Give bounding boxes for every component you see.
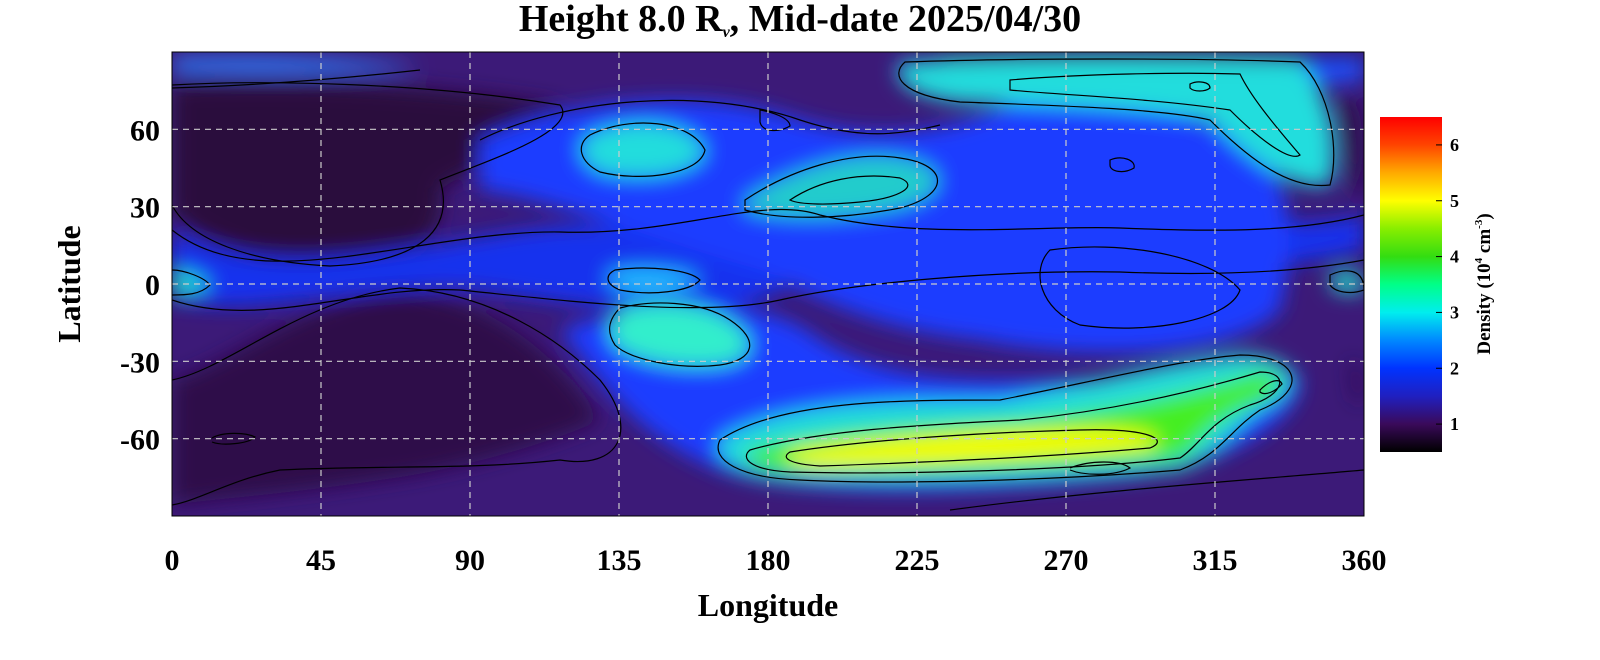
contour-line — [172, 287, 622, 506]
colorbar-tick-label: 2 — [1450, 358, 1459, 378]
x-tick-label: 225 — [895, 544, 940, 577]
contour-line — [1069, 461, 1132, 475]
contour-line — [1009, 72, 1301, 157]
y-tick-label: -60 — [120, 424, 160, 457]
x-axis-ticks: 0 45 90 135 180 225 270 315 360 — [165, 544, 1387, 577]
colorbar-label-exp1: 4 — [1473, 257, 1485, 263]
colorbar-ticks: 1 2 3 4 5 6 — [1436, 135, 1459, 434]
contour-line — [172, 269, 211, 296]
contour-line — [479, 99, 941, 141]
colorbar-label: Density (104 cm-3) — [1473, 213, 1495, 354]
plot-area — [172, 52, 1364, 516]
chart-title: Height 8.0 Rν, Mid-date 2025/04/30 — [0, 0, 1600, 52]
contour-line — [580, 122, 706, 177]
colorbar-label-mid: cm — [1474, 229, 1495, 258]
y-tick-label: 60 — [130, 114, 160, 147]
contour-line — [898, 58, 1335, 187]
colorbar-tick-label: 6 — [1450, 135, 1459, 155]
cyan-blob-left-edge — [172, 270, 210, 295]
low-density-region-top — [940, 52, 1364, 62]
x-tick-label: 270 — [1044, 544, 1089, 577]
plot-frame — [171, 51, 1365, 517]
x-tick-label: 45 — [306, 544, 336, 577]
y-tick-label: 30 — [130, 192, 160, 225]
contour-line — [949, 469, 1364, 511]
contour-line — [1039, 246, 1241, 329]
colorbar-label-prefix: Density (10 — [1474, 263, 1495, 354]
colorbar-tick-label: 1 — [1450, 414, 1459, 434]
colorbar-tick-label: 5 — [1450, 191, 1459, 211]
x-tick-label: 90 — [455, 544, 485, 577]
contour-line — [172, 208, 1364, 262]
cyan-blob-right-edge — [1330, 270, 1364, 293]
contour-lines — [172, 58, 1364, 511]
contour-line — [172, 82, 564, 267]
contour-line — [759, 109, 791, 132]
colorbar-label-suffix: ) — [1474, 213, 1495, 219]
x-tick-label: 0 — [165, 544, 180, 577]
x-axis-label: Longitude — [698, 587, 838, 623]
contour-line — [788, 175, 909, 205]
cyan-blob-lower-left — [609, 303, 750, 367]
contour-line — [1189, 81, 1211, 92]
cyan-halo-top — [898, 59, 1334, 186]
title-suffix: , Mid-date 2025/04/30 — [729, 0, 1082, 40]
y-tick-label: 0 — [145, 269, 160, 302]
x-tick-label: 180 — [746, 544, 791, 577]
dark-right-edge — [1340, 94, 1364, 200]
dark-right-lower-edge — [1350, 360, 1362, 405]
contour-line — [1259, 380, 1283, 395]
colorbar-tick-label: 4 — [1450, 247, 1459, 267]
title-prefix: Height 8.0 R — [518, 0, 723, 40]
cyan-halo-mid — [745, 156, 938, 218]
colorbar-tick-label: 3 — [1450, 302, 1459, 322]
contour-line — [717, 354, 1293, 483]
contour-line — [744, 155, 939, 218]
y-axis-ticks: 60 30 0 -30 -60 — [120, 114, 160, 456]
contour-line — [745, 371, 1281, 474]
y-axis-label: Latitude — [51, 225, 87, 342]
cyan-blob-equator — [608, 268, 700, 293]
top-strip — [172, 56, 420, 74]
title-subscript: ν — [722, 24, 730, 41]
contour-line — [607, 267, 701, 294]
contour-line — [172, 259, 1364, 311]
y-tick-label: -30 — [120, 346, 160, 379]
low-density-region-sw — [172, 290, 600, 505]
x-tick-label: 360 — [1342, 544, 1387, 577]
contour-line — [172, 69, 421, 89]
x-tick-label: 135 — [597, 544, 642, 577]
contour-line — [211, 432, 257, 445]
contour-line — [1109, 157, 1135, 173]
colorbar-bar — [1380, 117, 1442, 452]
cyan-blob-upper-left — [581, 123, 705, 177]
contour-line — [608, 302, 751, 367]
x-tick-label: 315 — [1193, 544, 1238, 577]
grid-lines — [172, 52, 1364, 516]
contour-line — [785, 429, 1158, 467]
colorbar-label-exp2: -3 — [1473, 219, 1485, 229]
